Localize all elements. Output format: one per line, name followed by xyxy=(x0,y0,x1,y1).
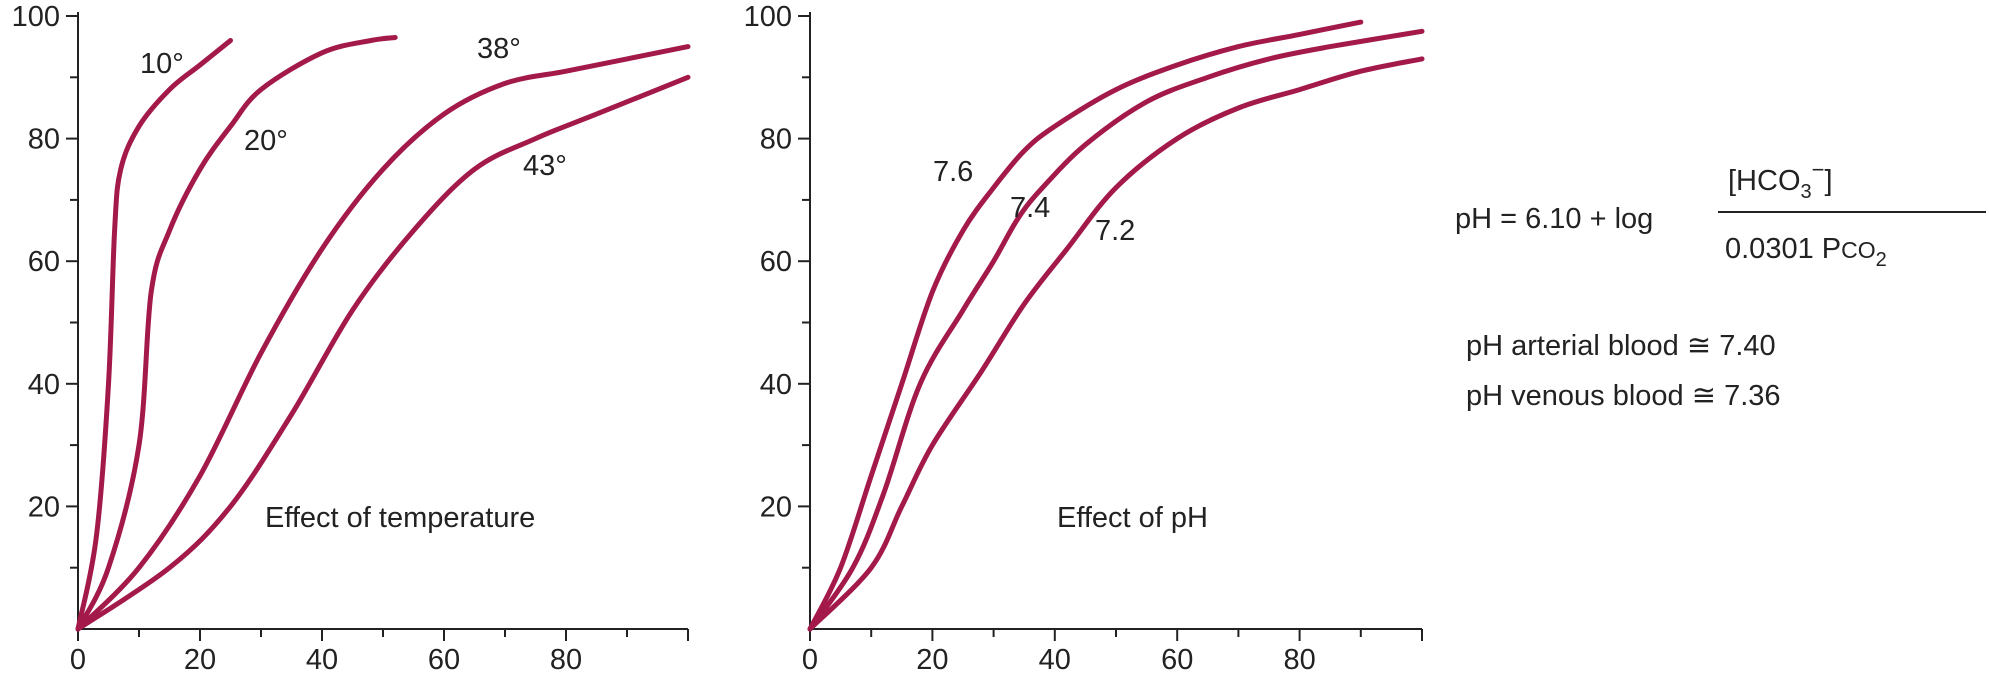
temperature-y-tick-label: 40 xyxy=(28,369,60,401)
temperature-x-tick-label: 40 xyxy=(306,644,338,676)
ph-y-tick-label: 100 xyxy=(744,1,792,33)
temperature-x-tick-label: 60 xyxy=(428,644,460,676)
temperature-curve-label: 43° xyxy=(523,150,567,182)
ph-x-tick-label: 80 xyxy=(1283,644,1315,676)
temperature-x-tick-label: 80 xyxy=(550,644,582,676)
equation-numerator: [HCO3−] xyxy=(1728,157,1833,203)
ph-curve-7-4 xyxy=(807,28,1425,632)
ph-chart-ticks: 0 20 40 60 80 20 40 60 80 100 xyxy=(744,1,1423,676)
ph-curve-label: 7.6 xyxy=(933,156,973,188)
temperature-chart-curves xyxy=(75,35,691,632)
equation-lhs: pH = 6.10 + log xyxy=(1455,203,1653,235)
equation-numerator-subscript: 3 xyxy=(1801,181,1812,203)
temperature-chart-caption: Effect of temperature xyxy=(265,502,535,534)
temperature-x-tick-label: 0 xyxy=(70,644,86,676)
equation-denominator: 0.0301 PCO2 xyxy=(1725,233,1887,271)
equation-denominator-subscript: 2 xyxy=(1876,249,1887,271)
equation-numerator-superscript: − xyxy=(1812,157,1825,182)
ph-y-tick-label: 40 xyxy=(760,369,792,401)
ph-curve-label: 7.4 xyxy=(1010,192,1050,224)
equation-numerator-close: ] xyxy=(1824,165,1832,197)
ph-x-tick-label: 0 xyxy=(802,644,818,676)
ph-x-tick-label: 60 xyxy=(1161,644,1193,676)
note-venous: pH venous blood ≅ 7.36 xyxy=(1466,380,1781,412)
temperature-x-tick-label: 20 xyxy=(184,644,216,676)
ph-chart-caption: Effect of pH xyxy=(1057,502,1208,534)
ph-x-tick-label: 40 xyxy=(1039,644,1071,676)
temperature-y-tick-label: 80 xyxy=(28,124,60,156)
ph-chart: 0 20 40 60 80 20 40 60 80 100 7.6 7.4 7.2 Effect of… xyxy=(744,1,1425,676)
temperature-curve-label: 38° xyxy=(477,33,521,65)
equation-denominator-gas: CO xyxy=(1841,237,1876,263)
ph-chart-curves xyxy=(807,19,1425,632)
equation-numerator-base: [HCO xyxy=(1728,165,1801,197)
temperature-chart-ticks: 0 20 40 60 80 20 40 60 80 100 xyxy=(12,1,689,676)
temperature-chart-curve-labels: 10° 20° 38° 43° xyxy=(140,33,567,182)
temperature-curve-43 xyxy=(75,74,691,632)
temperature-y-tick-label: 20 xyxy=(28,491,60,523)
ph-chart-axes xyxy=(809,12,1422,630)
temperature-y-tick-label: 60 xyxy=(28,246,60,278)
equation-denominator-base: 0.0301 P xyxy=(1725,233,1841,265)
ph-curve-label: 7.2 xyxy=(1095,215,1135,247)
note-arterial: pH arterial blood ≅ 7.40 xyxy=(1466,330,1776,362)
ph-y-tick-label: 20 xyxy=(760,491,792,523)
ph-y-tick-label: 80 xyxy=(760,124,792,156)
temperature-curve-label: 10° xyxy=(140,48,184,80)
temperature-curve-10 xyxy=(75,38,233,632)
temperature-curve-label: 20° xyxy=(244,125,288,157)
ph-curve-7-6 xyxy=(807,19,1364,632)
henderson-hasselbalch-equation: pH = 6.10 + log [HCO3−] 0.0301 PCO2 xyxy=(1455,157,1986,271)
temperature-curve-20 xyxy=(75,35,398,632)
temperature-chart: 0 20 40 60 80 20 40 60 80 100 10° 20° 38° 43° Effect… xyxy=(12,1,691,676)
ph-chart-curve-labels: 7.6 7.4 7.2 xyxy=(933,156,1135,247)
ph-x-tick-label: 20 xyxy=(916,644,948,676)
blood-ph-notes: pH arterial blood ≅ 7.40 pH venous blood… xyxy=(1466,330,1781,412)
ph-curve-7-2 xyxy=(807,56,1425,632)
temperature-chart-axes xyxy=(77,12,688,630)
temperature-curve-38 xyxy=(75,44,691,632)
ph-y-tick-label: 60 xyxy=(760,246,792,278)
temperature-y-tick-label: 100 xyxy=(12,1,60,33)
